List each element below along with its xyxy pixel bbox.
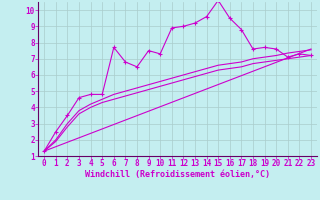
X-axis label: Windchill (Refroidissement éolien,°C): Windchill (Refroidissement éolien,°C) (85, 170, 270, 179)
